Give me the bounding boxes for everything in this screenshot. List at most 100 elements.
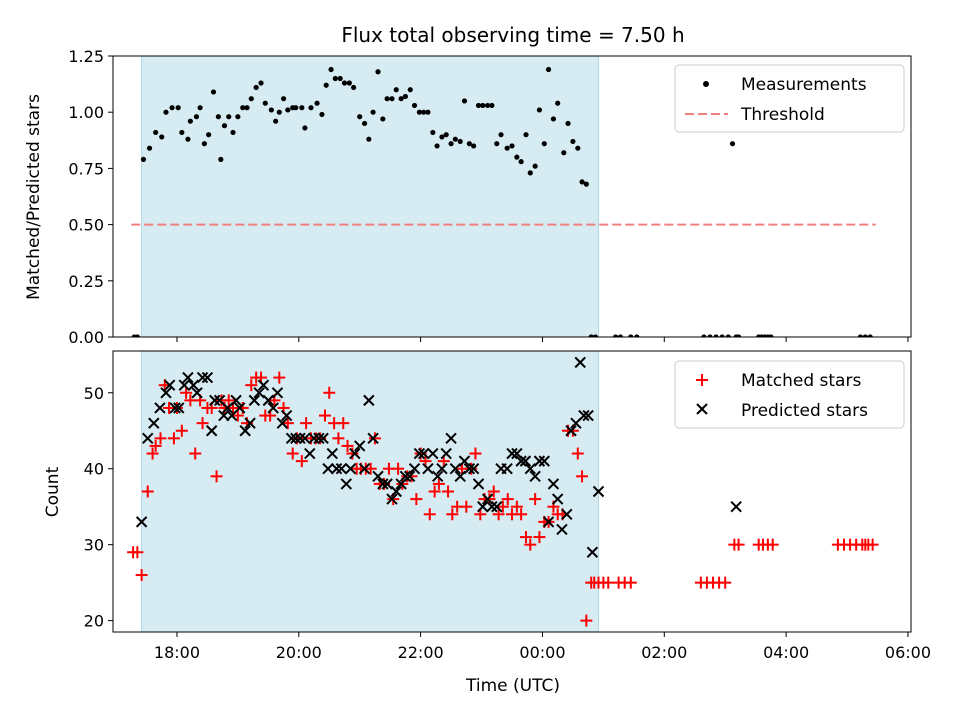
matched-star-point [602,576,615,589]
predicted-star-point-b [173,402,185,414]
predicted-star-point [344,463,357,475]
predicted-star-point-b [248,394,261,407]
predicted-star-point-b [154,402,166,414]
predicted-star-point [230,394,242,407]
predicted-star-point-b [367,432,379,445]
y-axis-label-top: Matched/Predicted stars [24,94,44,300]
predicted-star-point-b [299,432,311,445]
predicted-star-point [135,516,148,528]
measurement-point [421,109,427,115]
measurement-point [509,143,515,149]
predicted-star-point [506,447,518,460]
predicted-star-point-b [477,500,489,513]
matched-star-point [766,538,779,551]
measurement-point [867,334,873,337]
predicted-star-point-b [358,463,371,475]
measurement-point [434,143,440,149]
legend-marker-matched [696,374,708,386]
predicted-star-point-b [244,417,256,429]
bottom-panel: 20 30 40 50 18:00 20:00 22:00 00:00 02:00 04:00 0… [43,350,931,696]
predicted-star-point-b [285,432,298,445]
y-tick-label: 0.50 [68,216,104,235]
matched-star-point [189,447,202,460]
predicted-star-point-b [486,500,498,513]
measurement-point [457,138,463,145]
predicted-star-point [491,500,503,513]
predicted-star-point-b [209,394,221,407]
y-axis-ticks-top: 0.00 0.25 0.50 0.75 1.00 1.25 [68,47,113,347]
predicted-star-point [578,409,590,422]
matched-star-point [323,386,336,399]
predicted-star-point [169,402,181,414]
measurement-point [226,114,232,120]
predicted-star-point [340,478,353,490]
predicted-star-point [730,500,742,513]
x-tick-label: 06:00 [885,643,931,662]
measurement-point [393,87,399,93]
matched-star-point [170,401,183,414]
predicted-star-point-b [148,417,160,429]
predicted-star-point [440,447,452,460]
predicted-star-point-b [427,447,439,460]
predicted-star-point [413,447,426,460]
matched-star-point [529,493,542,506]
measurement-point [280,96,287,102]
legend-marker-measurements [703,81,709,87]
predicted-star-point-b [280,409,293,422]
predicted-star-point [472,478,485,490]
matched-star-point [341,439,354,452]
predicted-star-point-b [363,394,375,407]
measurement-point [430,129,436,136]
measurement-point [323,82,329,88]
measurement-point [169,105,175,111]
x-tick-label: 02:00 [641,643,687,662]
y-tick-label: 0.75 [68,159,104,178]
predicted-star-point [486,500,498,513]
predicted-star-point [501,463,513,475]
matched-star-point [286,447,299,460]
plot-frame-bottom [112,350,912,633]
legend-bottom: Matched stars Predicted stars [674,360,905,429]
measurement-point [634,334,640,337]
chart-title: Flux total observing time = 7.50 h [341,23,684,47]
measurement-point [273,118,279,124]
predicted-star-point-b [239,425,251,437]
x-tick-label: 22:00 [398,643,444,662]
predicted-star-point [358,463,371,475]
measurement-point [262,100,268,106]
predicted-star-point-b [169,402,181,414]
matched-star-point [469,447,482,460]
predicted-star-point-b [308,432,320,445]
x-axis-ticks-top [176,337,909,342]
legend-label-matched: Matched stars [741,371,861,391]
measurement-point [258,80,264,86]
predicted-star-point [182,371,194,384]
predicted-star-point-b [403,470,416,483]
predicted-star-point [556,523,568,536]
predicted-star-point [173,402,185,414]
predicted-star-point-b [408,463,421,475]
x-tick-label: 04:00 [763,643,809,662]
matched-star-point [273,371,286,384]
predicted-star-point [191,387,203,399]
measurement-point [579,179,585,185]
measurement-point [628,334,634,337]
matched-star-point [368,432,381,445]
predicted-star-point-b [354,440,366,452]
measurement-point [384,96,390,102]
legend-label-measurements: Measurements [741,75,867,95]
predicted-star-point [317,432,329,445]
measurement-point [452,136,458,142]
measurement-point [193,114,200,120]
measurement-point [545,66,552,73]
matched-star-point [624,576,637,589]
predicted-star-point [233,402,246,414]
predicted-star-point [463,463,476,475]
predicted-star-point-b [574,356,586,369]
measurement-point [218,156,224,163]
matched-star-point [135,569,148,582]
predicted-star-point [551,493,564,505]
predicted-star-point [417,447,430,460]
predicted-star-point-b [271,387,284,399]
